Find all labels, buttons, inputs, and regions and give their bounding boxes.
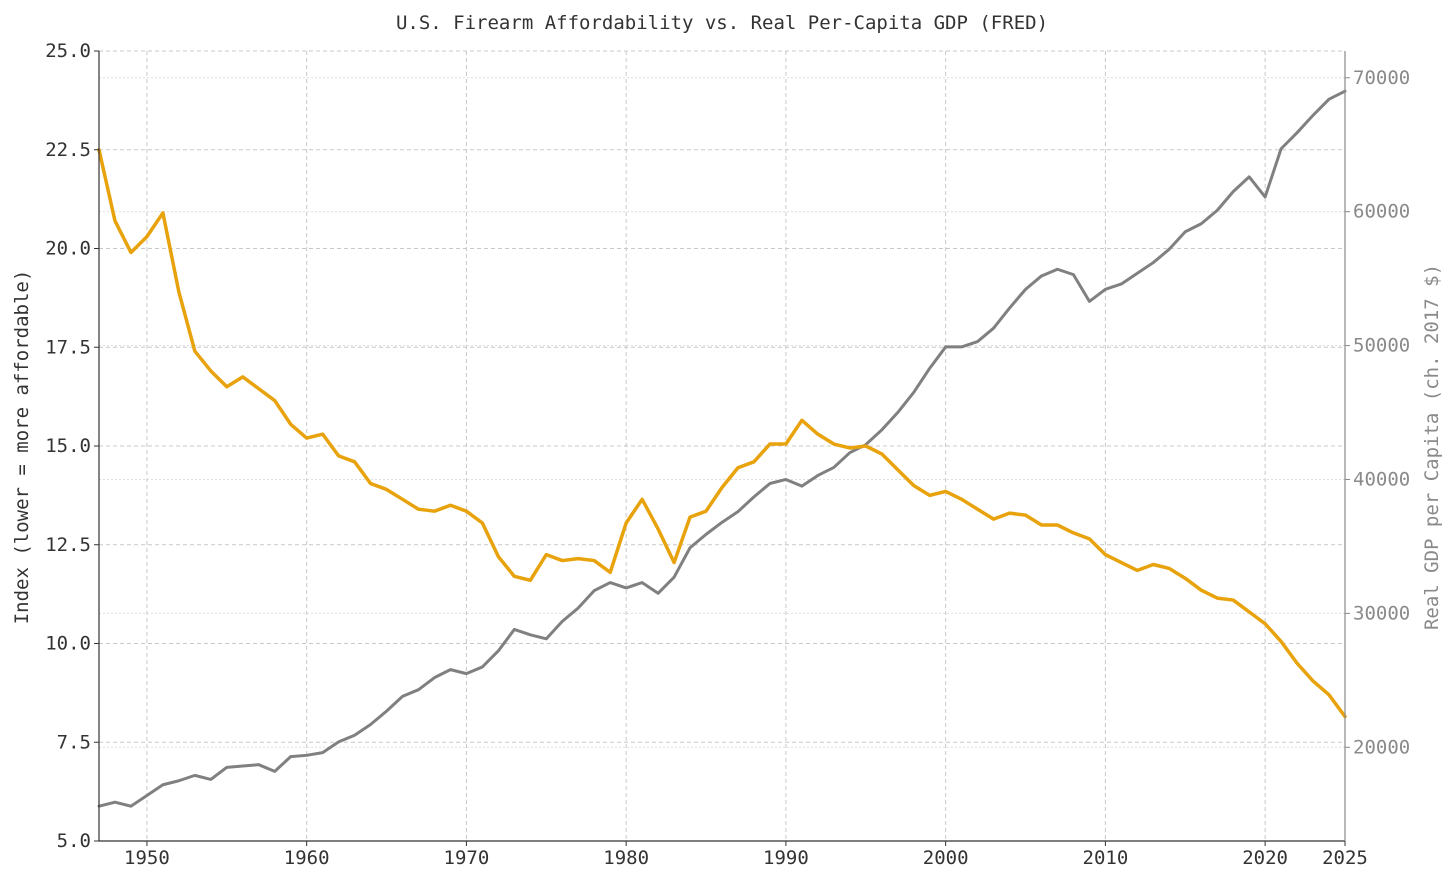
affordability-series-line (97, 148, 1347, 719)
series-layer (97, 89, 1347, 808)
y-tick-label: 15.0 (45, 435, 91, 457)
y2-tick-label: 40000 (1353, 468, 1410, 490)
x-tick-label: 2020 (1242, 847, 1288, 869)
x-tick-label: 1970 (444, 847, 490, 869)
x-tick-label: 1980 (603, 847, 649, 869)
y-tick-label: 17.5 (45, 336, 91, 358)
y-tick-label: 7.5 (57, 731, 91, 753)
y2-tick-label: 70000 (1353, 67, 1410, 89)
y-tick-label: 10.0 (45, 633, 91, 655)
x-tick-label: 2025 (1322, 847, 1368, 869)
chart-title: U.S. Firearm Affordability vs. Real Per-… (396, 12, 1048, 34)
tick-labels: 1950 1960 1970 1980 1990 2000 2010 2020 2025 5.0 7… (45, 40, 1410, 869)
y-tick-label: 5.0 (57, 830, 91, 852)
gdp-series-line (97, 89, 1347, 808)
y2-tick-label: 60000 (1353, 201, 1410, 223)
axes (94, 50, 1350, 846)
x-tick-label: 2010 (1083, 847, 1129, 869)
x-tick-label: 1990 (763, 847, 809, 869)
y-tick-label: 25.0 (45, 40, 91, 62)
y-axis-label: Index (lower = more affordable) (11, 270, 33, 625)
y2-tick-label: 30000 (1353, 602, 1410, 624)
y-tick-label: 22.5 (45, 139, 91, 161)
y2-axis-label: Real GDP per Capita (ch. 2017 $) (1421, 264, 1443, 630)
x-tick-label: 2000 (923, 847, 969, 869)
y-tick-label: 20.0 (45, 238, 91, 260)
y2-tick-label: 50000 (1353, 335, 1410, 357)
y2-tick-label: 20000 (1353, 736, 1410, 758)
x-tick-label: 1960 (284, 847, 330, 869)
x-tick-label: 1950 (124, 847, 170, 869)
y-tick-label: 12.5 (45, 534, 91, 556)
